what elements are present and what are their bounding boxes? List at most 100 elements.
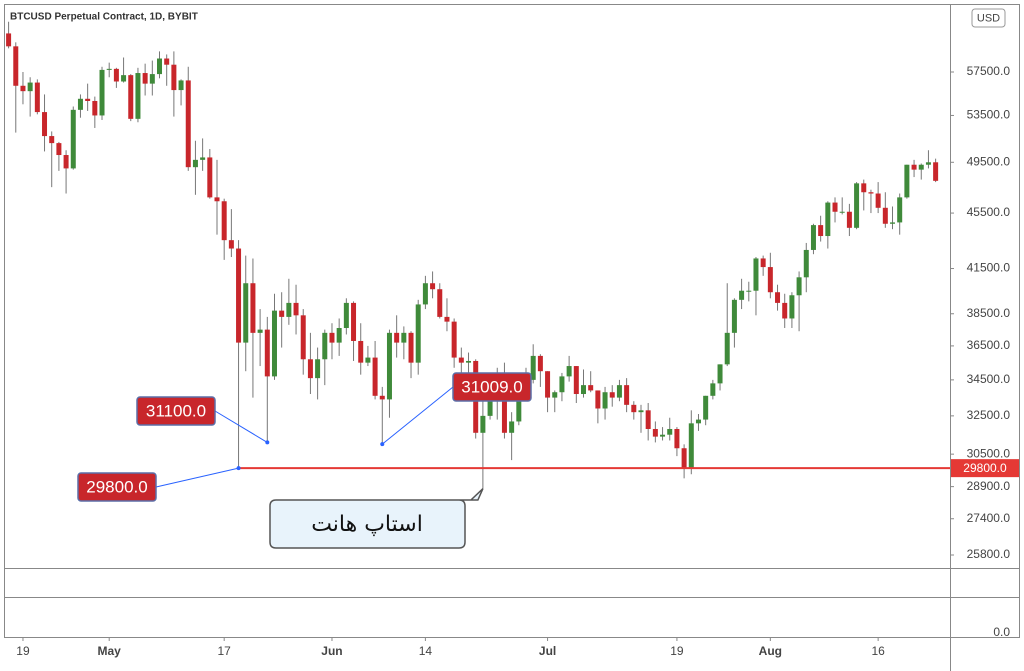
candle-body	[92, 100, 98, 116]
candle-body	[236, 248, 242, 343]
candle-body	[854, 183, 860, 228]
candle-body	[458, 357, 464, 363]
candle-body	[20, 85, 26, 92]
candle-body	[358, 340, 364, 363]
x-tick-label: May	[98, 644, 122, 658]
y-tick-label: 30500.0	[967, 446, 1011, 460]
y-tick-label: 25800.0	[967, 547, 1011, 561]
y-tick-label: 45500.0	[967, 205, 1011, 219]
candle-body	[595, 390, 601, 409]
candle-body	[559, 376, 565, 393]
chart-title: BTCUSD Perpetual Contract, 1D, BYBIT	[10, 12, 198, 23]
candle-body	[609, 392, 615, 398]
candle-body	[149, 74, 155, 84]
callout-bubble	[269, 488, 484, 549]
candle-body	[56, 143, 62, 156]
price-badge-label: 29800.0	[963, 461, 1007, 475]
candle-body	[401, 332, 407, 343]
candle-body	[214, 197, 220, 202]
y-tick-label: 41500.0	[967, 261, 1011, 275]
candle-body	[329, 332, 335, 343]
annotation-box	[452, 372, 532, 402]
x-tick-label: 14	[419, 644, 433, 658]
candle-body	[890, 222, 896, 224]
y-tick-label: 28900.0	[967, 479, 1011, 493]
candle-body	[681, 448, 687, 469]
lower-pane-label: 0.0	[993, 625, 1010, 639]
frame	[4, 4, 1020, 638]
candle-body	[85, 98, 91, 101]
candle-body	[142, 73, 148, 84]
candle-body	[717, 364, 723, 384]
candle-body	[796, 277, 802, 296]
candle-body	[695, 419, 701, 424]
candle-body	[573, 366, 579, 395]
candle-body	[509, 421, 515, 433]
candle-body	[918, 164, 924, 170]
candle-body	[739, 290, 745, 300]
candle-body	[703, 395, 709, 420]
candle-body	[106, 68, 112, 70]
candle-body	[638, 410, 644, 413]
candle-body	[351, 302, 357, 341]
candle-body	[386, 332, 392, 400]
candle-body	[192, 159, 198, 168]
candle-body	[415, 304, 421, 363]
candle-body	[868, 192, 874, 194]
annotation-label: 31009.0	[461, 377, 522, 396]
candle-body	[530, 355, 536, 380]
annotation-box	[136, 396, 216, 426]
candle-body	[63, 155, 69, 169]
candle-body	[322, 332, 328, 360]
candle-body	[487, 394, 493, 416]
candle-body	[279, 310, 285, 317]
candle-body	[911, 164, 917, 170]
candle-body	[286, 302, 292, 317]
candle-body	[437, 289, 443, 317]
candle-body	[422, 283, 428, 305]
candle-body	[767, 267, 773, 293]
candle-body	[336, 328, 342, 343]
annotation-point	[265, 440, 270, 445]
y-tick-label: 38500.0	[967, 306, 1011, 320]
candle-body	[300, 315, 306, 360]
y-tick-label: 32500.0	[967, 408, 1011, 422]
candle-body	[631, 404, 637, 413]
annotation-connector	[214, 410, 268, 443]
annotation-connector	[381, 386, 454, 445]
candle-body	[660, 434, 666, 437]
candle-body	[933, 162, 939, 181]
candle-body	[13, 46, 19, 86]
candle-body	[861, 183, 867, 193]
candle-body	[250, 283, 256, 333]
candle-body	[27, 82, 33, 92]
candle-body	[846, 211, 852, 228]
candle-body	[99, 69, 105, 116]
candle-body	[645, 410, 651, 429]
x-tick-label: Aug	[759, 644, 782, 658]
candle-body	[365, 357, 371, 363]
annotation-box	[77, 472, 157, 502]
x-tick-label: 19	[16, 644, 30, 658]
candle-body	[77, 98, 83, 110]
candle-body	[746, 290, 752, 292]
candle-body	[121, 75, 127, 82]
candle-body	[49, 136, 55, 144]
annotation-connector	[155, 467, 239, 488]
candle-body	[264, 329, 270, 377]
candle-body	[113, 68, 119, 82]
candle-body	[34, 82, 40, 113]
candle-body	[466, 360, 472, 363]
candle-body	[257, 329, 263, 333]
x-tick-label: 19	[670, 644, 684, 658]
candle-body	[537, 355, 543, 372]
candle-body	[228, 240, 234, 249]
candle-body	[724, 332, 730, 365]
candle-body	[171, 64, 177, 91]
candle-body	[667, 428, 673, 435]
candle-body	[6, 33, 12, 47]
candle-body	[552, 392, 558, 398]
candle-body	[379, 395, 385, 400]
candle-body	[825, 202, 831, 237]
candle-body	[566, 366, 572, 377]
